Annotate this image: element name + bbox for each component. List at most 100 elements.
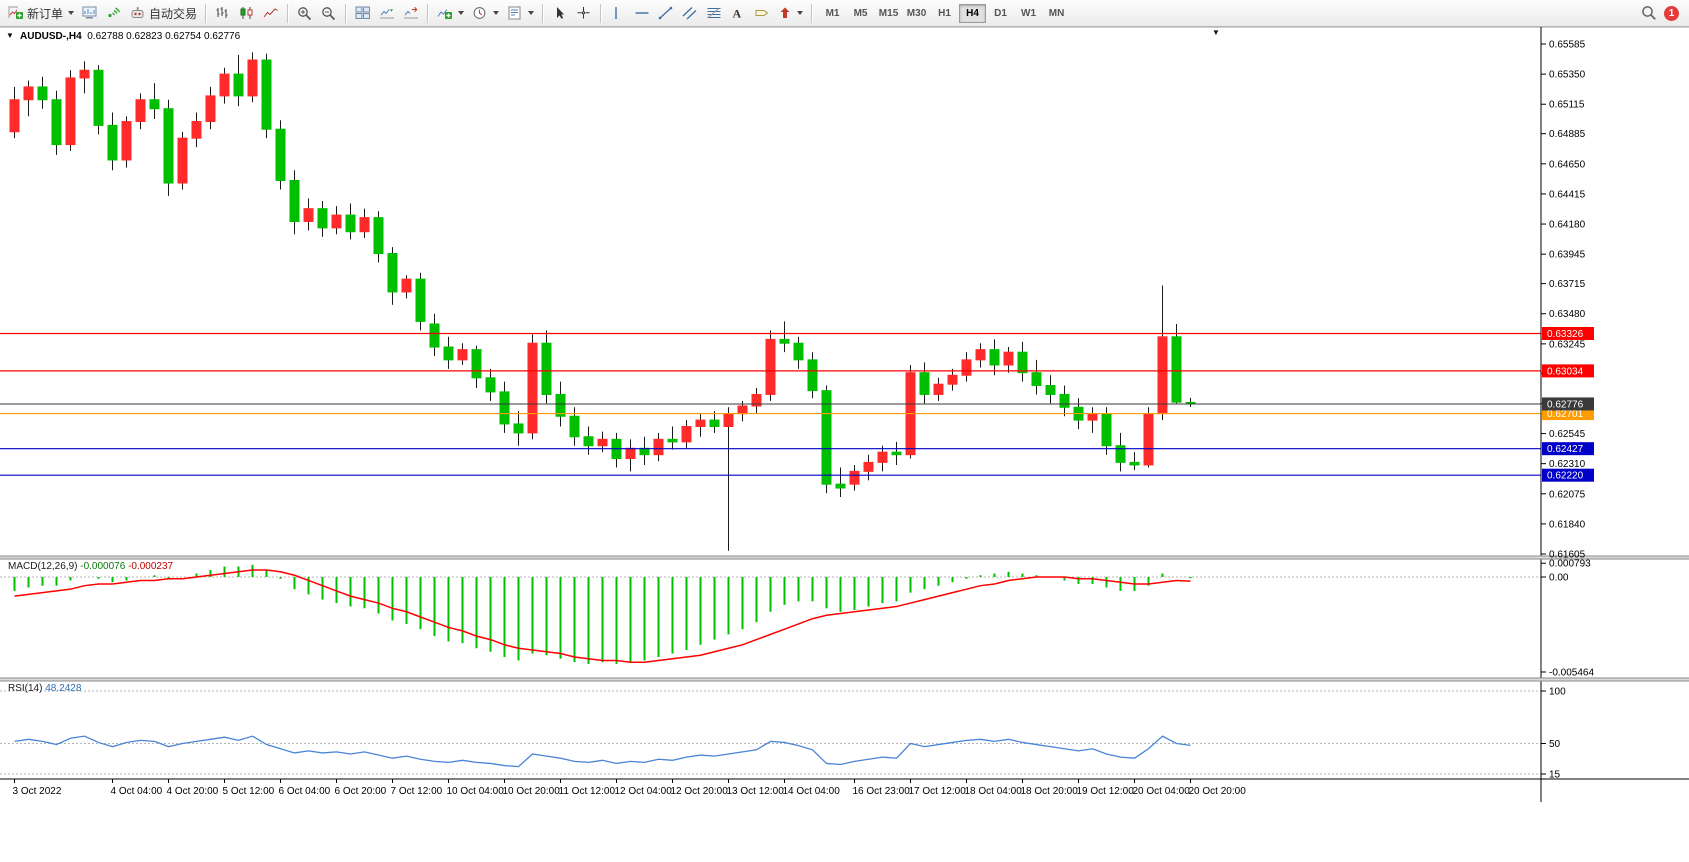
tf-mn-button[interactable]: MN bbox=[1043, 4, 1070, 23]
macd-signal-line bbox=[14, 569, 1191, 663]
cursor-arrow-icon bbox=[552, 6, 567, 20]
candle bbox=[555, 393, 566, 417]
candle bbox=[79, 69, 90, 79]
price-tick-label: 0.63945 bbox=[1549, 250, 1586, 261]
chevron-down-icon bbox=[797, 11, 804, 15]
indicators-button[interactable] bbox=[433, 2, 468, 24]
price-tick-label: 0.62075 bbox=[1549, 489, 1586, 500]
line-chart-button[interactable] bbox=[259, 2, 283, 24]
fibonacci-button[interactable] bbox=[702, 2, 726, 24]
chart-plot-area[interactable] bbox=[0, 27, 1541, 779]
rsi-tick-label: 15 bbox=[1549, 770, 1561, 781]
rsi-panel-splitter[interactable] bbox=[0, 678, 1689, 681]
macd-panel-splitter[interactable] bbox=[0, 556, 1689, 559]
time-tick-label: 17 Oct 12:00 bbox=[909, 786, 967, 797]
candle bbox=[429, 323, 440, 348]
notification-badge[interactable]: 1 bbox=[1664, 5, 1679, 21]
vertical-line-icon bbox=[610, 6, 622, 20]
candle bbox=[261, 59, 272, 130]
candle bbox=[177, 137, 188, 184]
candle bbox=[401, 278, 412, 293]
candle bbox=[975, 349, 986, 361]
price-tick-label: 0.63245 bbox=[1549, 339, 1586, 350]
candle bbox=[681, 426, 692, 443]
periods-button[interactable] bbox=[468, 2, 503, 24]
new-order-label: 新订单 bbox=[27, 6, 64, 21]
candlestick-chart-button[interactable] bbox=[235, 2, 259, 24]
candle bbox=[527, 342, 538, 434]
candle bbox=[891, 451, 902, 456]
tf-m15-button[interactable]: M15 bbox=[875, 4, 902, 23]
candle bbox=[1045, 384, 1056, 395]
crosshair-button[interactable] bbox=[572, 2, 596, 24]
tf-h1-button[interactable]: H1 bbox=[931, 4, 958, 23]
tf-w1-button[interactable]: W1 bbox=[1015, 4, 1042, 23]
templates-button[interactable] bbox=[503, 2, 538, 24]
vertical-line-button[interactable] bbox=[606, 2, 630, 24]
orange-level-price-label-text: 0.62701 bbox=[1547, 409, 1584, 420]
profiles-button[interactable] bbox=[78, 2, 102, 24]
price-tick-label: 0.62310 bbox=[1549, 459, 1586, 470]
candle bbox=[373, 217, 384, 255]
arrows-button[interactable] bbox=[774, 2, 807, 24]
chevron-down-icon bbox=[458, 11, 465, 15]
auto-scroll-button[interactable] bbox=[375, 2, 399, 24]
zoom-out-button[interactable] bbox=[317, 2, 341, 24]
text-button[interactable]: A bbox=[726, 2, 750, 24]
cursor-button[interactable] bbox=[548, 2, 572, 24]
auto-scroll-icon bbox=[379, 6, 395, 20]
candle bbox=[443, 346, 454, 361]
candle bbox=[779, 338, 790, 344]
search-button[interactable] bbox=[1637, 2, 1662, 24]
toolbar-separator bbox=[542, 3, 545, 23]
price-tick-label: 0.61840 bbox=[1549, 519, 1586, 530]
macd-tick-label: 0.000793 bbox=[1549, 559, 1591, 570]
candle bbox=[765, 338, 776, 395]
candle bbox=[961, 359, 972, 376]
tf-m5-button[interactable]: M5 bbox=[847, 4, 874, 23]
time-tick-label: 5 Oct 12:00 bbox=[223, 786, 275, 797]
tf-m30-button[interactable]: M30 bbox=[903, 4, 930, 23]
toolbar-separator bbox=[287, 3, 290, 23]
zoom-in-button[interactable] bbox=[293, 2, 317, 24]
candle bbox=[191, 121, 202, 139]
candle bbox=[485, 377, 496, 393]
candlestick-chart-icon bbox=[239, 6, 255, 20]
bar-chart-button[interactable] bbox=[211, 2, 235, 24]
broadcast-button[interactable] bbox=[102, 2, 126, 24]
profiles-icon bbox=[82, 6, 98, 20]
candle bbox=[499, 391, 510, 425]
chevron-down-icon bbox=[493, 11, 500, 15]
chevron-down-icon bbox=[528, 11, 535, 15]
time-tick-label: 18 Oct 04:00 bbox=[965, 786, 1023, 797]
candle bbox=[653, 438, 664, 456]
time-tick-label: 7 Oct 12:00 bbox=[391, 786, 443, 797]
resistance-1-price-label bbox=[1542, 326, 1594, 340]
one-click-trading-toggle-icon[interactable]: ▼ bbox=[6, 31, 14, 40]
time-scale[interactable] bbox=[0, 779, 1689, 802]
equidistant-channel-button[interactable] bbox=[678, 2, 702, 24]
bid-price-label bbox=[1542, 397, 1594, 411]
time-tick-label: 6 Oct 20:00 bbox=[335, 786, 387, 797]
candle bbox=[1017, 351, 1028, 374]
autotrade-button[interactable]: 自动交易 bbox=[126, 2, 201, 24]
horizontal-line-button[interactable] bbox=[630, 2, 654, 24]
toolbar-overflow-icon[interactable]: ▼ bbox=[1212, 28, 1220, 37]
tf-h4-button[interactable]: H4 bbox=[959, 3, 987, 23]
candle bbox=[415, 278, 426, 322]
time-tick-label: 20 Oct 20:00 bbox=[1189, 786, 1247, 797]
new-order-button[interactable]: 新订单 bbox=[4, 2, 78, 24]
toolbar-separator bbox=[600, 3, 603, 23]
channel-icon bbox=[682, 6, 698, 20]
chart-title: AUDUSD-,H4 0.62788 0.62823 0.62754 0.627… bbox=[20, 31, 240, 42]
text-label-button[interactable] bbox=[750, 2, 774, 24]
support-1-price-label bbox=[1542, 442, 1594, 456]
tile-windows-button[interactable] bbox=[351, 2, 375, 24]
candle bbox=[667, 438, 678, 443]
arrow-up-icon bbox=[778, 6, 792, 20]
tf-d1-button[interactable]: D1 bbox=[987, 4, 1014, 23]
chart-shift-button[interactable] bbox=[399, 2, 423, 24]
trendline-button[interactable] bbox=[654, 2, 678, 24]
tf-m1-button[interactable]: M1 bbox=[819, 4, 846, 23]
